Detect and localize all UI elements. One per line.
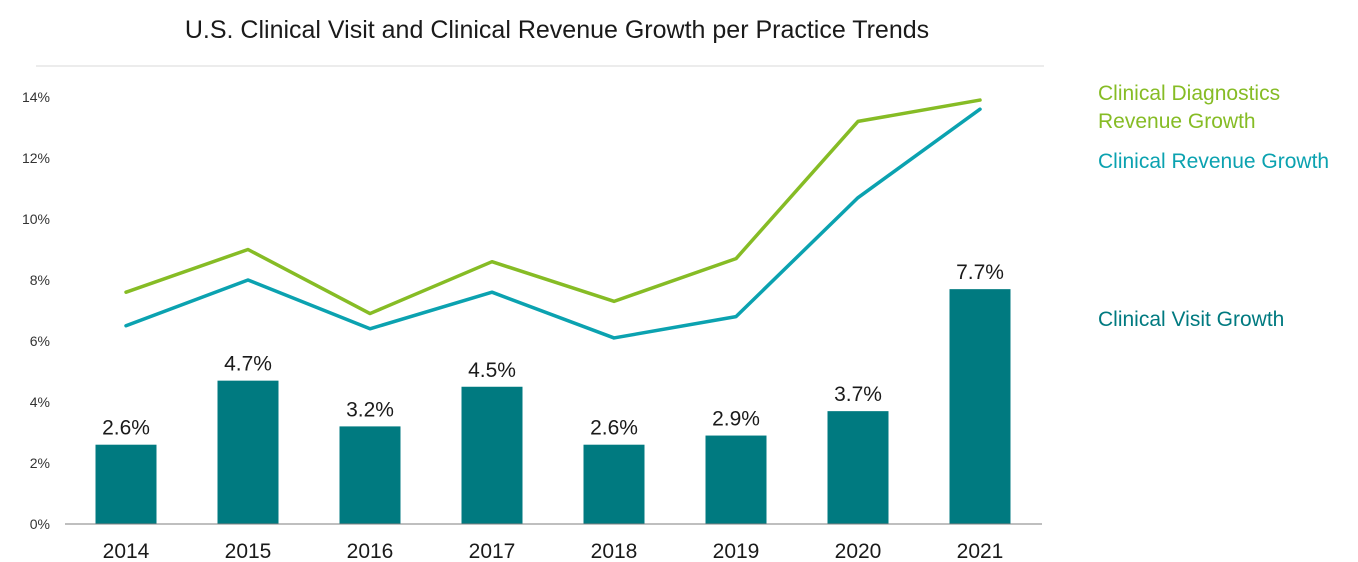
x-tick-label: 2020 — [835, 540, 882, 562]
line-clinical-revenue-growth — [124, 107, 982, 340]
bar-2016 — [339, 426, 401, 524]
data-label: 4.7% — [224, 353, 272, 376]
y-tick-label: 4% — [30, 394, 50, 410]
y-tick-label: 6% — [30, 333, 50, 349]
legend-label: Clinical Diagnostics — [1098, 82, 1280, 105]
bar-2020 — [827, 411, 889, 524]
legend-label: Revenue Growth — [1098, 110, 1256, 133]
y-tick-label: 0% — [30, 516, 50, 532]
x-tick-label: 2016 — [347, 540, 394, 562]
bar-2015 — [217, 380, 279, 524]
x-tick-label: 2019 — [713, 540, 760, 562]
data-label: 3.7% — [834, 383, 882, 406]
x-tick-label: 2015 — [225, 540, 272, 562]
y-tick-label: 8% — [30, 272, 50, 288]
data-label: 2.9% — [712, 408, 760, 431]
legend-label: Clinical Visit Growth — [1098, 308, 1284, 331]
y-tick-label: 10% — [22, 211, 50, 227]
x-tick-label: 2014 — [103, 540, 150, 562]
bar-2017 — [461, 386, 523, 524]
x-tick-label: 2021 — [957, 540, 1004, 562]
y-tick-label: 14% — [22, 89, 50, 105]
x-tick-label: 2017 — [469, 540, 516, 562]
x-tick-label: 2018 — [591, 540, 638, 562]
legend-label: Clinical Revenue Growth — [1098, 150, 1329, 173]
data-label: 4.5% — [468, 359, 516, 382]
y-tick-label: 2% — [30, 455, 50, 471]
bar-2018 — [583, 444, 645, 524]
bar-2021 — [949, 289, 1011, 524]
bar-2014 — [95, 444, 157, 524]
plot-area: 2.6% 4.7% 3.2% 4.5% 2.6% 2.9% 3.7% 7.7% — [95, 98, 1011, 524]
data-label: 2.6% — [590, 417, 638, 440]
chart-title: U.S. Clinical Visit and Clinical Revenue… — [185, 16, 929, 44]
data-label: 3.2% — [346, 398, 394, 421]
data-label: 2.6% — [102, 417, 150, 440]
line-clinical-diagnostics-revenue-growth — [124, 98, 982, 316]
bar-2019 — [705, 435, 767, 524]
y-tick-label: 12% — [22, 150, 50, 166]
data-label: 7.7% — [956, 261, 1004, 284]
